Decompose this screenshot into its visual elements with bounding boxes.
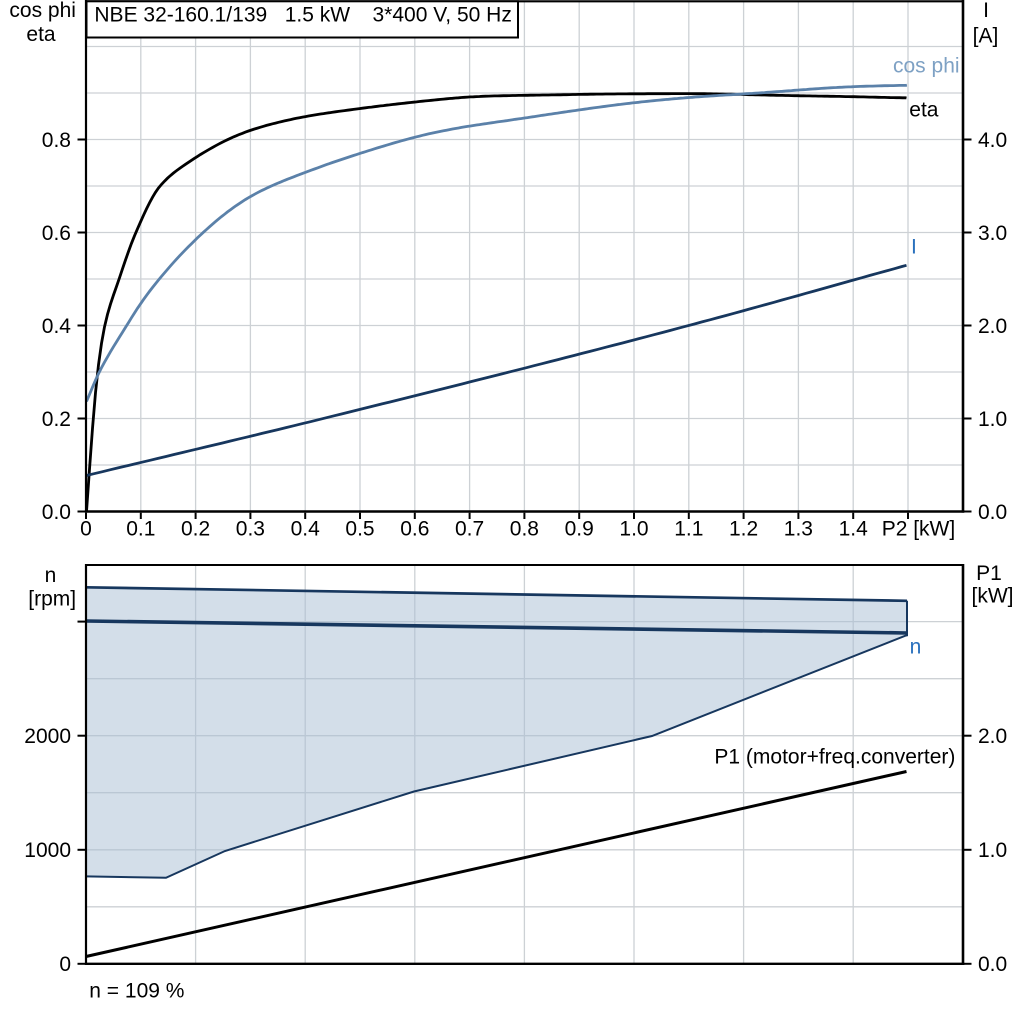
svg-text:0: 0 — [80, 518, 92, 541]
svg-text:cos phi: cos phi — [9, 0, 76, 22]
svg-text:1.2: 1.2 — [729, 518, 758, 541]
svg-text:I: I — [983, 0, 989, 22]
svg-text:0.7: 0.7 — [455, 518, 484, 541]
svg-text:0.4: 0.4 — [42, 315, 72, 338]
svg-text:P1 (motor+freq.converter): P1 (motor+freq.converter) — [714, 746, 955, 769]
svg-text:0.8: 0.8 — [510, 518, 539, 541]
svg-text:[A]: [A] — [973, 25, 999, 48]
svg-text:0.0: 0.0 — [42, 501, 71, 524]
svg-text:0.3: 0.3 — [236, 518, 265, 541]
svg-text:0.2: 0.2 — [42, 408, 71, 431]
svg-text:1.3: 1.3 — [784, 518, 813, 541]
svg-text:3*400 V, 50 Hz: 3*400 V, 50 Hz — [373, 4, 512, 27]
svg-text:0.6: 0.6 — [42, 222, 71, 245]
svg-text:4.0: 4.0 — [978, 129, 1007, 152]
svg-text:0.8: 0.8 — [42, 129, 71, 152]
svg-text:0.1: 0.1 — [126, 518, 155, 541]
svg-text:0.0: 0.0 — [978, 953, 1007, 976]
svg-text:I: I — [911, 235, 917, 258]
svg-text:2000: 2000 — [24, 725, 71, 748]
svg-text:eta: eta — [909, 98, 939, 121]
svg-text:1.0: 1.0 — [978, 408, 1007, 431]
svg-text:0.9: 0.9 — [565, 518, 594, 541]
svg-text:NBE 32-160.1/139: NBE 32-160.1/139 — [94, 4, 267, 27]
svg-text:n: n — [45, 564, 57, 587]
svg-text:1.4: 1.4 — [839, 518, 869, 541]
svg-text:[rpm]: [rpm] — [28, 588, 76, 611]
svg-text:2.0: 2.0 — [978, 315, 1007, 338]
svg-text:1.0: 1.0 — [619, 518, 648, 541]
svg-text:n: n — [910, 635, 922, 658]
svg-text:1000: 1000 — [24, 839, 71, 862]
svg-text:P1: P1 — [976, 562, 1002, 585]
svg-text:[kW]: [kW] — [972, 585, 1014, 608]
svg-text:3.0: 3.0 — [978, 222, 1007, 245]
svg-text:0.2: 0.2 — [181, 518, 210, 541]
svg-text:0: 0 — [59, 953, 71, 976]
svg-text:1.1: 1.1 — [674, 518, 703, 541]
svg-text:cos phi: cos phi — [893, 55, 960, 78]
svg-text:0.4: 0.4 — [291, 518, 321, 541]
svg-text:0.6: 0.6 — [400, 518, 429, 541]
svg-text:n = 109 %: n = 109 % — [89, 979, 184, 1002]
svg-text:1.5 kW: 1.5 kW — [285, 4, 351, 27]
svg-text:0.5: 0.5 — [345, 518, 374, 541]
svg-text:2.0: 2.0 — [978, 725, 1007, 748]
svg-text:eta: eta — [26, 23, 56, 46]
svg-text:1.0: 1.0 — [978, 839, 1007, 862]
svg-text:0.0: 0.0 — [978, 501, 1007, 524]
svg-text:P2 [kW]: P2 [kW] — [882, 518, 956, 541]
